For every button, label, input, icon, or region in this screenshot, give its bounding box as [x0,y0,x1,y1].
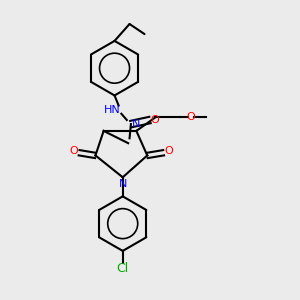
Text: Cl: Cl [117,262,129,275]
Text: N: N [132,119,141,129]
Text: O: O [70,146,79,156]
Text: O: O [187,112,195,122]
Text: O: O [151,115,159,125]
Text: O: O [164,146,173,156]
Text: HN: HN [103,106,120,116]
Text: N: N [118,179,127,189]
